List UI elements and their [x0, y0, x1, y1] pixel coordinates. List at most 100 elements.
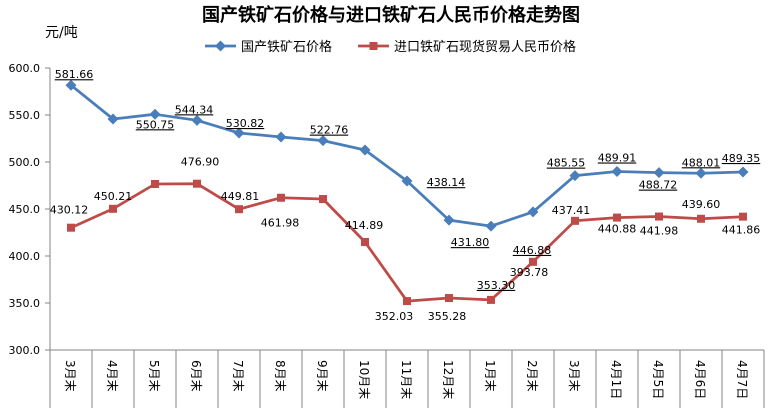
- domestic-price-data-label: 438.14: [427, 176, 466, 189]
- domestic-price-data-label: 544.34: [175, 103, 214, 116]
- plot-area: [65, 79, 749, 306]
- series-domestic-price: [65, 79, 749, 232]
- legend-square-marker-icon: [369, 42, 378, 50]
- imported-price-square-marker: [109, 204, 117, 213]
- imported-price-data-label: 414.89: [345, 219, 384, 232]
- domestic-price-data-label: 488.72: [639, 179, 678, 192]
- imported-price-square-marker: [445, 294, 453, 303]
- domestic-price-diamond-marker: [569, 170, 581, 182]
- domestic-price-data-label: 489.91: [598, 151, 637, 164]
- x-tick-label: 4月末: [105, 360, 119, 392]
- x-tick-label: 4月1日: [609, 360, 623, 399]
- domestic-price-diamond-marker: [485, 220, 497, 232]
- domestic-price-data-label: 488.01: [682, 156, 721, 169]
- imported-price-data-label: 355.28: [428, 310, 467, 323]
- x-tick-label: 4月7日: [735, 360, 749, 399]
- imported-price-square-marker: [487, 295, 495, 304]
- legend-item-domestic-price: 国产铁矿石价格: [205, 39, 332, 55]
- domestic-price-diamond-marker: [359, 144, 371, 156]
- imported-price-square-marker: [403, 297, 411, 306]
- domestic-price-diamond-marker: [65, 79, 77, 91]
- imported-price-square-marker: [571, 216, 579, 225]
- imported-price-data-label: 352.03: [375, 310, 414, 323]
- domestic-price-diamond-marker: [317, 135, 329, 147]
- x-tick-label: 6月末: [189, 360, 203, 392]
- domestic-price-diamond-marker: [191, 114, 203, 126]
- imported-price-data-label: 476.90: [181, 156, 220, 169]
- x-tick-label: 1月末: [483, 360, 497, 392]
- domestic-price-diamond-marker: [107, 113, 119, 125]
- imported-price-square-marker: [235, 205, 243, 214]
- series-imported-price: [67, 179, 747, 306]
- x-tick-label: 4月6日: [693, 360, 707, 399]
- legend-diamond-marker-icon: [215, 40, 226, 52]
- imported-price-square-marker: [739, 212, 747, 221]
- domestic-price-data-label: 431.80: [451, 236, 490, 249]
- imported-price-data-label: 450.21: [94, 190, 133, 203]
- y-tick-label: 500.0: [9, 156, 41, 169]
- imported-price-square-marker: [361, 238, 369, 247]
- domestic-price-data-label: 485.55: [547, 157, 586, 170]
- x-tick-label: 2月末: [525, 360, 539, 392]
- imported-price-square-marker: [67, 223, 75, 232]
- legend-label-domestic-price: 国产铁矿石价格: [241, 39, 332, 55]
- imported-price-square-marker: [655, 212, 663, 221]
- imported-price-data-label: 353.30: [477, 279, 516, 292]
- x-tick-label: 5月末: [147, 360, 161, 392]
- imported-price-data-label: 441.98: [640, 225, 679, 238]
- domestic-price-diamond-marker: [275, 131, 287, 143]
- x-tick-label: 3月末: [567, 360, 581, 392]
- domestic-price-diamond-marker: [653, 167, 665, 179]
- legend-item-imported-price: 进口铁矿石现货贸易人民币价格: [358, 39, 576, 55]
- domestic-price-data-label: 581.66: [55, 68, 94, 81]
- chart-title: 国产铁矿石价格与进口铁矿石人民币价格走势图: [202, 4, 580, 26]
- imported-price-data-label: 393.78: [510, 266, 549, 279]
- domestic-price-diamond-marker: [695, 167, 707, 179]
- x-tick-label: 12月末: [441, 360, 455, 399]
- domestic-price-data-label: 530.82: [226, 117, 265, 130]
- y-tick-label: 550.0: [9, 109, 41, 122]
- imported-price-square-marker: [151, 179, 159, 188]
- domestic-price-diamond-marker: [737, 166, 749, 178]
- imported-price-data-label: 441.86: [722, 224, 761, 237]
- x-tick-label: 4月5日: [651, 360, 665, 399]
- imported-price-data-label: 437.41: [552, 204, 591, 217]
- domestic-price-data-label: 550.75: [136, 118, 175, 131]
- y-tick-label: 300.0: [9, 344, 41, 357]
- imported-price-data-label: 440.88: [598, 223, 637, 236]
- imported-price-data-label: 461.98: [261, 217, 300, 230]
- y-tick-label: 400.0: [9, 250, 41, 263]
- legend: 国产铁矿石价格 进口铁矿石现货贸易人民币价格: [205, 39, 576, 55]
- imported-price-square-marker: [193, 179, 201, 188]
- domestic-price-diamond-marker: [233, 127, 245, 139]
- imported-price-data-label: 430.12: [50, 204, 89, 217]
- domestic-price-diamond-marker: [401, 175, 413, 187]
- imported-price-square-marker: [319, 195, 327, 204]
- x-tick-label: 11月末: [399, 360, 413, 399]
- imported-price-square-marker: [529, 257, 537, 266]
- imported-price-data-label: 449.81: [221, 190, 260, 203]
- axes: 300.0 350.0 400.0 450.0 500.0 550.0 600.0 3月末 4月…: [9, 62, 765, 408]
- domestic-price-data-label: 489.35: [722, 152, 761, 165]
- imported-price-square-marker: [613, 213, 621, 222]
- x-tick-label: 9月末: [315, 360, 329, 392]
- x-tick-label: 7月末: [231, 360, 245, 392]
- domestic-price-diamond-marker: [527, 206, 539, 218]
- imported-price-data-label: 439.60: [682, 198, 721, 211]
- domestic-price-data-label: 446.88: [513, 244, 552, 257]
- domestic-price-diamond-marker: [149, 108, 161, 120]
- legend-label-imported-price: 进口铁矿石现货贸易人民币价格: [394, 39, 576, 55]
- y-axis-unit-label: 元/吨: [45, 25, 78, 41]
- domestic-price-data-label: 522.76: [310, 124, 349, 137]
- x-tick-label: 8月末: [273, 360, 287, 392]
- imported-price-square-marker: [277, 193, 285, 202]
- x-tick-label: 10月末: [357, 360, 371, 399]
- y-tick-label: 600.0: [9, 62, 41, 75]
- y-tick-label: 350.0: [9, 297, 41, 310]
- domestic-price-diamond-marker: [611, 165, 623, 177]
- y-tick-label: 450.0: [9, 203, 41, 216]
- x-tick-label: 3月末: [63, 360, 77, 392]
